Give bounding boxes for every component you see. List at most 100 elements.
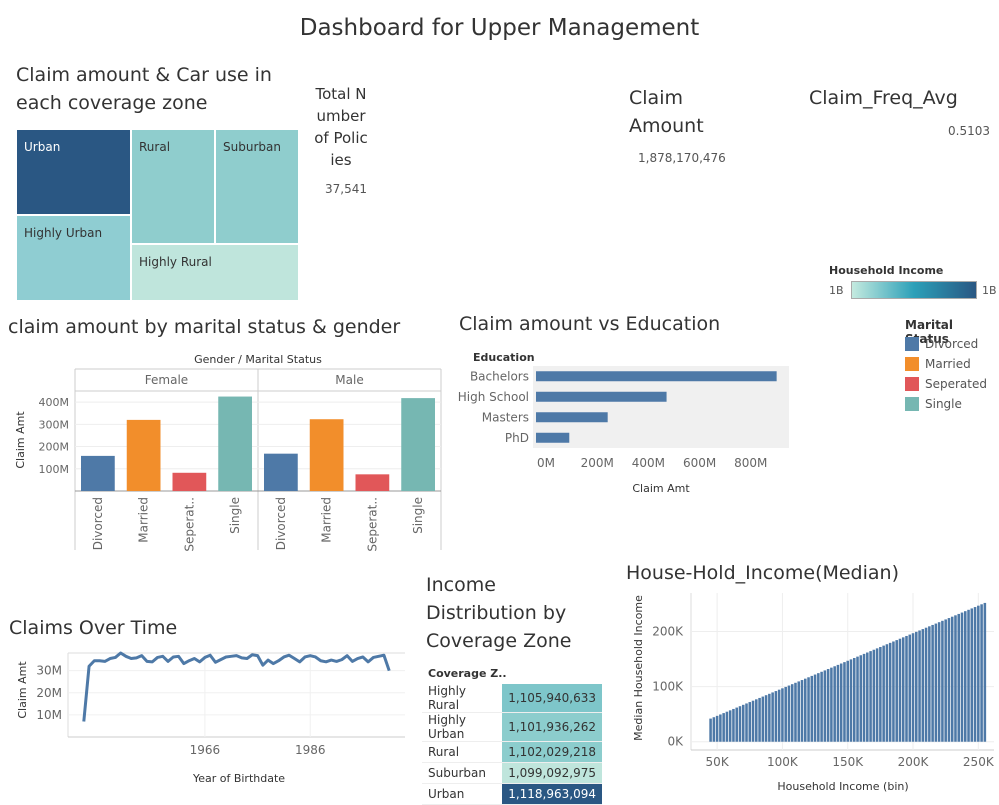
median-bar xyxy=(954,615,957,742)
education-y-tick: High School xyxy=(458,390,529,404)
overtime-x-tick: 1966 xyxy=(190,743,221,757)
treemap-label-suburban: Suburban xyxy=(223,140,281,154)
median-bar xyxy=(941,620,944,742)
treemap-title: Claim amount & Car use in each coverage … xyxy=(16,61,272,117)
marital-y-tick: 400M xyxy=(39,396,70,409)
kpi-policies-label-line: ies xyxy=(330,151,352,169)
median-y-tick: 0K xyxy=(667,735,684,749)
treemap-cell-urban[interactable]: Urban xyxy=(16,129,131,215)
median-bar xyxy=(869,651,872,742)
median-bar xyxy=(875,648,879,742)
legend-label: Married xyxy=(925,357,971,371)
median-bar xyxy=(839,663,843,742)
median-bar xyxy=(898,638,902,742)
median-bar xyxy=(790,684,794,742)
marital-chart-ylabel: Claim Amt xyxy=(14,411,27,469)
education-x-tick: 200M xyxy=(581,456,614,470)
education-x-tick: 800M xyxy=(734,456,767,470)
table-row[interactable]: Highly Rural 1,105,940,633 xyxy=(422,684,602,713)
treemap-cell-suburban[interactable]: Suburban xyxy=(215,129,299,244)
median-bar xyxy=(885,644,889,742)
table-row[interactable]: Rural 1,102,029,218 xyxy=(422,741,602,763)
median-bar xyxy=(768,693,771,742)
marital-x-tick: Seperat.. xyxy=(365,497,379,552)
median-bar xyxy=(830,667,833,742)
marital-y-tick: 100M xyxy=(39,463,70,476)
median-x-tick: 200K xyxy=(898,755,930,769)
median-bar xyxy=(901,637,905,742)
legend-item-seperated[interactable]: Seperated xyxy=(905,374,987,394)
marital-x-tick: Seperat.. xyxy=(182,497,196,552)
median-bar xyxy=(866,652,869,742)
education-y-tick: Bachelors xyxy=(470,369,529,383)
income-table-header: Coverage Z.. xyxy=(428,667,507,680)
median-bar xyxy=(859,655,863,742)
median-bar xyxy=(722,713,725,742)
median-bar xyxy=(977,605,980,742)
education-chart: Education Claim Amt Bachelors High School… xyxy=(458,351,789,495)
median-bar xyxy=(826,669,830,742)
median-bar xyxy=(915,631,918,742)
median-bar xyxy=(817,673,820,742)
kpi-claim-freq-value: 0.5103 xyxy=(948,124,990,138)
household-legend-gradient xyxy=(851,281,977,299)
median-bar xyxy=(758,697,761,742)
education-x-tick: 600M xyxy=(683,456,716,470)
median-bar xyxy=(751,700,755,742)
table-row[interactable]: Highly Urban 1,101,936,262 xyxy=(422,712,602,742)
legend-item-married[interactable]: Married xyxy=(905,354,987,374)
income-zone-label: Suburban xyxy=(422,762,502,784)
median-bar xyxy=(745,703,748,742)
median-bar xyxy=(980,604,983,742)
legend-item-single[interactable]: Single xyxy=(905,394,987,414)
median-bar xyxy=(728,710,732,742)
treemap-cell-highly-urban[interactable]: Highly Urban xyxy=(16,215,131,301)
overtime-series-line xyxy=(82,651,391,722)
median-bar xyxy=(882,645,885,742)
legend-swatch xyxy=(905,377,919,391)
income-zone-value: 1,118,963,094 xyxy=(502,783,602,805)
median-bar xyxy=(709,718,712,742)
median-bar xyxy=(960,612,964,742)
overtime-chart-title: Claims Over Time xyxy=(9,617,178,639)
median-bar xyxy=(813,674,817,742)
overtime-x-tick: 1986 xyxy=(295,743,326,757)
income-zone-value: 1,105,940,633 xyxy=(502,684,602,713)
kpi-policies-label-line: Total N xyxy=(315,85,367,103)
legend-item-divorced[interactable]: Divorced xyxy=(905,334,987,354)
marital-chart: Gender / Marital Status Claim Amt 100M 20… xyxy=(14,353,442,552)
income-zone-label: Highly Urban xyxy=(422,712,502,742)
income-zone-value: 1,102,029,218 xyxy=(502,741,602,763)
table-row[interactable]: Suburban 1,099,092,975 xyxy=(422,762,602,784)
kpi-claim-freq-label: Claim_Freq_Avg xyxy=(809,87,958,109)
legend-label: Divorced xyxy=(925,337,979,351)
household-legend-title: Household Income xyxy=(829,264,944,277)
median-bar xyxy=(732,708,735,742)
median-bar xyxy=(908,634,912,742)
education-bar xyxy=(536,371,777,382)
treemap-cell-highly-rural[interactable]: Highly Rural xyxy=(131,244,299,301)
kpi-policies-label-line: umber xyxy=(316,107,366,125)
median-bar xyxy=(967,609,970,742)
kpi-claim-amount-label-line: Amount xyxy=(629,115,704,137)
median-bar xyxy=(944,619,947,742)
median-y-tick: 100K xyxy=(652,680,684,694)
median-bar xyxy=(905,635,908,742)
marital-legend: Divorced Married Seperated Single xyxy=(905,334,987,414)
median-bar xyxy=(872,649,876,742)
treemap: Urban Rural Suburban Highly Urban Highly… xyxy=(16,129,299,301)
legend-label: Seperated xyxy=(925,377,987,391)
median-bar xyxy=(807,677,810,742)
median-bar xyxy=(921,629,925,742)
median-bar xyxy=(804,678,807,742)
treemap-cell-rural[interactable]: Rural xyxy=(131,129,215,244)
education-bar xyxy=(536,432,570,443)
household-legend-min: 1B xyxy=(829,284,844,297)
marital-x-tick: Divorced xyxy=(274,497,288,550)
table-row[interactable]: Urban 1,118,963,094 xyxy=(422,783,602,805)
marital-panel-label: Male xyxy=(335,373,363,387)
treemap-label-highly-rural: Highly Rural xyxy=(139,255,212,269)
median-bar xyxy=(950,616,954,742)
median-income-chart-title: House-Hold_Income(Median) xyxy=(626,562,899,584)
median-x-tick: 50K xyxy=(706,755,730,769)
